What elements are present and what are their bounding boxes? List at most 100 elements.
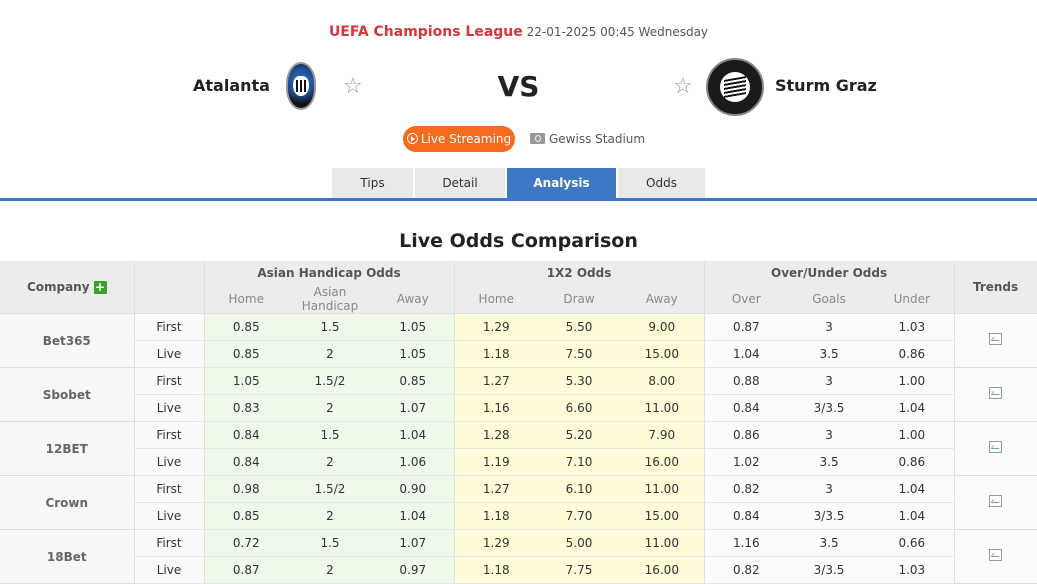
x12-odds-cell[interactable]: 1.29	[454, 313, 539, 341]
ah-odds-cell[interactable]: 2	[288, 340, 372, 368]
ou-odds-cell[interactable]: 1.04	[870, 394, 955, 422]
ou-odds-cell[interactable]: 0.86	[870, 340, 955, 368]
ah-odds-cell[interactable]: 0.87	[204, 556, 288, 584]
x12-odds-cell[interactable]: 15.00	[620, 502, 705, 530]
ah-odds-cell[interactable]: 2	[288, 448, 372, 476]
trend-cell[interactable]	[954, 367, 1037, 422]
ah-odds-cell[interactable]: 1.5	[288, 313, 372, 341]
tab-detail[interactable]: Detail	[415, 168, 505, 198]
x12-odds-cell[interactable]: 5.50	[538, 313, 621, 341]
ou-odds-cell[interactable]: 0.82	[704, 556, 789, 584]
x12-odds-cell[interactable]: 5.30	[538, 367, 621, 395]
ah-odds-cell[interactable]: 1.5	[288, 421, 372, 449]
ou-odds-cell[interactable]: 1.04	[870, 475, 955, 503]
ah-odds-cell[interactable]: 2	[288, 502, 372, 530]
ou-odds-cell[interactable]: 0.86	[704, 421, 789, 449]
trend-cell[interactable]	[954, 313, 1037, 368]
x12-odds-cell[interactable]: 1.19	[454, 448, 539, 476]
x12-odds-cell[interactable]: 6.10	[538, 475, 621, 503]
x12-odds-cell[interactable]: 1.27	[454, 475, 539, 503]
tab-tips[interactable]: Tips	[332, 168, 413, 198]
x12-odds-cell[interactable]: 11.00	[620, 394, 705, 422]
ah-odds-cell[interactable]: 2	[288, 394, 372, 422]
ah-odds-cell[interactable]: 0.72	[204, 529, 288, 557]
ah-odds-cell[interactable]: 0.85	[204, 313, 288, 341]
x12-odds-cell[interactable]: 9.00	[620, 313, 705, 341]
ou-odds-cell[interactable]: 3	[788, 475, 871, 503]
ou-odds-cell[interactable]: 3.5	[788, 529, 871, 557]
trend-cell[interactable]	[954, 529, 1037, 584]
ah-odds-cell[interactable]: 0.97	[372, 556, 455, 584]
x12-odds-cell[interactable]: 1.16	[454, 394, 539, 422]
ah-odds-cell[interactable]: 0.84	[204, 421, 288, 449]
ah-odds-cell[interactable]: 0.85	[204, 340, 288, 368]
sturm-graz-logo-icon[interactable]	[706, 58, 764, 116]
ah-odds-cell[interactable]: 1.5/2	[288, 367, 372, 395]
ou-odds-cell[interactable]: 0.88	[704, 367, 789, 395]
x12-odds-cell[interactable]: 1.18	[454, 556, 539, 584]
company-name[interactable]: 12BET	[0, 421, 135, 476]
ah-odds-cell[interactable]: 1.04	[372, 502, 455, 530]
x12-odds-cell[interactable]: 7.10	[538, 448, 621, 476]
company-name[interactable]: Sbobet	[0, 367, 135, 422]
x12-odds-cell[interactable]: 16.00	[620, 556, 705, 584]
x12-odds-cell[interactable]: 7.75	[538, 556, 621, 584]
ah-odds-cell[interactable]: 0.90	[372, 475, 455, 503]
ah-odds-cell[interactable]: 1.5	[288, 529, 372, 557]
ou-odds-cell[interactable]: 1.03	[870, 556, 955, 584]
x12-odds-cell[interactable]: 7.70	[538, 502, 621, 530]
x12-odds-cell[interactable]: 7.90	[620, 421, 705, 449]
ah-odds-cell[interactable]: 1.07	[372, 394, 455, 422]
x12-odds-cell[interactable]: 5.20	[538, 421, 621, 449]
ou-odds-cell[interactable]: 1.04	[870, 502, 955, 530]
ou-odds-cell[interactable]: 0.66	[870, 529, 955, 557]
favorite-away-star-icon[interactable]: ☆	[673, 74, 693, 99]
trend-chart-icon[interactable]	[989, 495, 1003, 507]
ah-odds-cell[interactable]: 1.04	[372, 421, 455, 449]
company-name[interactable]: Crown	[0, 475, 135, 530]
ou-odds-cell[interactable]: 1.00	[870, 421, 955, 449]
ou-odds-cell[interactable]: 1.04	[704, 340, 789, 368]
x12-odds-cell[interactable]: 1.29	[454, 529, 539, 557]
ah-odds-cell[interactable]: 0.85	[204, 502, 288, 530]
x12-odds-cell[interactable]: 5.00	[538, 529, 621, 557]
ou-odds-cell[interactable]: 0.84	[704, 394, 789, 422]
league-name[interactable]: UEFA Champions League	[328, 24, 523, 40]
ah-odds-cell[interactable]: 0.83	[204, 394, 288, 422]
ou-odds-cell[interactable]: 0.84	[704, 502, 789, 530]
x12-odds-cell[interactable]: 11.00	[620, 475, 705, 503]
ou-odds-cell[interactable]: 3/3.5	[788, 394, 871, 422]
trend-cell[interactable]	[954, 421, 1037, 476]
tab-analysis[interactable]: Analysis	[507, 168, 616, 198]
x12-odds-cell[interactable]: 1.18	[454, 340, 539, 368]
x12-odds-cell[interactable]: 15.00	[620, 340, 705, 368]
x12-odds-cell[interactable]: 6.60	[538, 394, 621, 422]
ou-odds-cell[interactable]: 3	[788, 367, 871, 395]
ah-odds-cell[interactable]: 1.05	[204, 367, 288, 395]
x12-odds-cell[interactable]: 16.00	[620, 448, 705, 476]
ah-odds-cell[interactable]: 0.98	[204, 475, 288, 503]
ah-odds-cell[interactable]: 0.85	[372, 367, 455, 395]
add-company-plus-icon[interactable]: +	[93, 280, 107, 294]
x12-odds-cell[interactable]: 8.00	[620, 367, 705, 395]
trend-chart-icon[interactable]	[989, 333, 1003, 345]
ou-odds-cell[interactable]: 1.00	[870, 367, 955, 395]
trend-chart-icon[interactable]	[989, 387, 1003, 399]
company-name[interactable]: 18Bet	[0, 529, 135, 584]
ah-odds-cell[interactable]: 1.06	[372, 448, 455, 476]
atalanta-logo-icon[interactable]	[286, 62, 316, 110]
ou-odds-cell[interactable]: 0.86	[870, 448, 955, 476]
x12-odds-cell[interactable]: 1.27	[454, 367, 539, 395]
ou-odds-cell[interactable]: 3.5	[788, 340, 871, 368]
home-team-name[interactable]: Atalanta	[193, 76, 270, 95]
ah-odds-cell[interactable]: 1.05	[372, 340, 455, 368]
live-streaming-button[interactable]: Live Streaming	[403, 126, 515, 152]
ou-odds-cell[interactable]: 1.16	[704, 529, 789, 557]
ou-odds-cell[interactable]: 0.82	[704, 475, 789, 503]
ou-odds-cell[interactable]: 1.03	[870, 313, 955, 341]
ou-odds-cell[interactable]: 1.02	[704, 448, 789, 476]
x12-odds-cell[interactable]: 1.28	[454, 421, 539, 449]
x12-odds-cell[interactable]: 11.00	[620, 529, 705, 557]
ou-odds-cell[interactable]: 3/3.5	[788, 502, 871, 530]
ou-odds-cell[interactable]: 3	[788, 421, 871, 449]
